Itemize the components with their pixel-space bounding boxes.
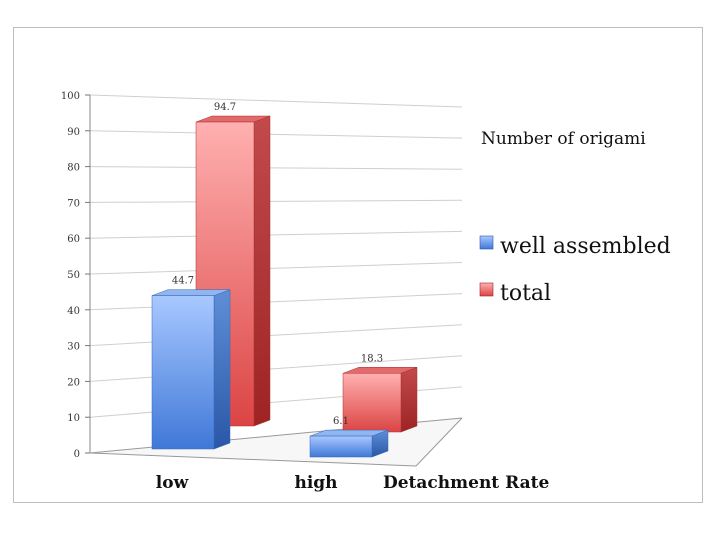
floor-front-edge [89, 452, 417, 467]
gridline [89, 166, 463, 170]
bar-front [309, 435, 373, 458]
legend-label-total: total [500, 281, 551, 306]
legend-item-well-assembled: well assembled [479, 234, 671, 259]
floor-right-edge [415, 417, 463, 467]
category-labels: low high [156, 473, 338, 493]
bar-well-assembled-low [151, 289, 231, 450]
y-tick-label: 90 [67, 127, 80, 138]
y-tick-label: 0 [74, 449, 80, 460]
data-label: 6.1 [333, 416, 349, 427]
gridline [89, 94, 463, 108]
y-tick-label: 50 [67, 270, 80, 281]
bars [151, 115, 418, 458]
legend-label-well-assembled: well assembled [500, 234, 671, 259]
y-tick-label: 40 [67, 306, 80, 317]
gridline [89, 262, 463, 275]
legend-swatch-total [479, 282, 494, 297]
y-tick-label: 80 [67, 163, 80, 174]
x-tick-label: high [294, 473, 337, 493]
data-labels: 94.7 18.3 44.7 6.1 [172, 102, 383, 427]
y-tick-label: 70 [67, 198, 80, 209]
gridline [89, 324, 463, 347]
bar-side [253, 115, 271, 427]
data-label: 94.7 [214, 102, 236, 113]
y-tick-label: 10 [67, 413, 80, 424]
x-axis-title: Detachment Rate [383, 473, 549, 493]
gridline [89, 293, 463, 311]
bar-front [151, 295, 215, 450]
gridline [89, 130, 463, 139]
bar-well-assembled-high [309, 429, 389, 458]
data-label: 18.3 [361, 353, 383, 364]
gridline [89, 199, 463, 203]
bar-front [342, 373, 402, 433]
y-tick-label: 100 [61, 91, 80, 102]
y-axis-ticks: 0 10 20 30 40 50 60 70 80 90 100 [61, 91, 90, 460]
bar-side [400, 366, 418, 433]
bar-side [213, 289, 231, 450]
data-label: 44.7 [172, 276, 194, 287]
gridline [89, 230, 463, 239]
y-tick-label: 30 [67, 342, 80, 353]
legend: Number of origami well assembled total [479, 129, 671, 306]
x-tick-label: low [156, 473, 189, 493]
legend-title: Number of origami [481, 129, 646, 149]
legend-item-total: total [479, 281, 551, 306]
y-tick-label: 60 [67, 234, 80, 245]
y-tick-label: 20 [67, 377, 80, 388]
legend-swatch-well-assembled [479, 235, 494, 250]
bar-total-high [342, 366, 418, 433]
